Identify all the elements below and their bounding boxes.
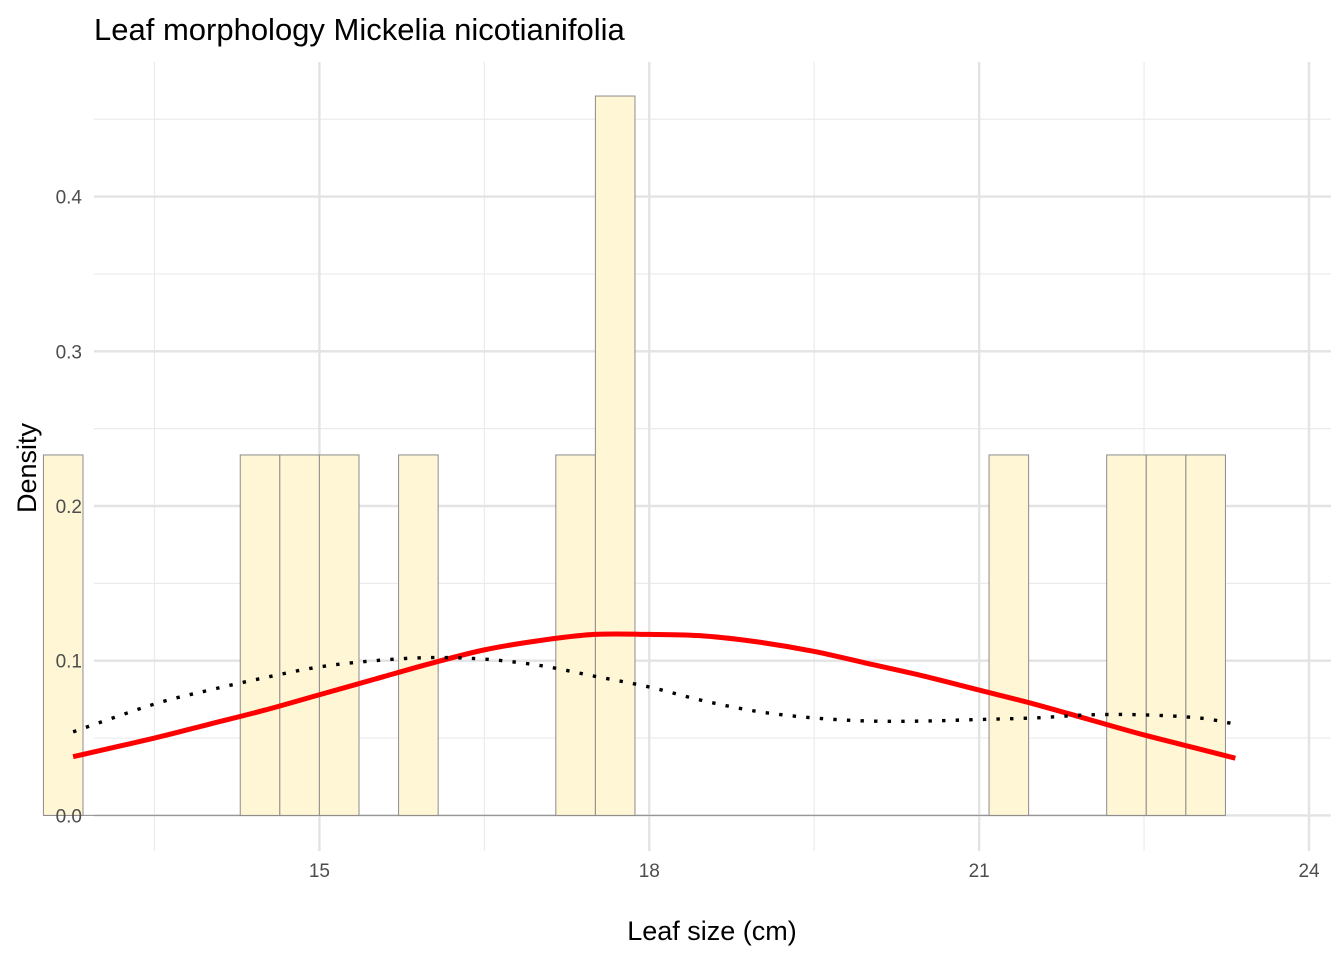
y-tick-label: 0.1 [56,652,82,673]
chart-title: Leaf morphology Mickelia nicotianifolia [94,12,625,47]
histogram-bar [988,454,1030,816]
y-tick-label: 0.3 [56,342,82,363]
solid-density-curve [72,631,1236,761]
x-axis-title: Leaf size (cm) [627,916,797,946]
x-tick-label: 18 [639,861,660,882]
histogram-bar [1145,454,1187,816]
histogram-bar [1185,454,1226,816]
histogram-bar [318,454,360,816]
histogram-bar [279,454,320,816]
y-axis-title: Density [12,422,42,513]
density-curves [72,631,1236,761]
x-tick-label: 24 [1298,861,1320,882]
y-tick-label: 0.4 [56,188,83,209]
y-tick-label: 0.0 [56,806,82,827]
histogram-bars [42,95,1226,816]
histogram-bar [594,95,636,816]
x-tick-label: 21 [969,861,990,882]
x-tick-label: 15 [309,861,330,882]
y-tick-label: 0.2 [56,497,82,518]
histogram-bar [1106,454,1147,816]
histogram-bar [398,454,439,816]
histogram-bar [239,454,281,816]
tick-labels: 15 18 21 24 0.0 0.1 0.2 0.3 0.4 [56,188,1320,882]
